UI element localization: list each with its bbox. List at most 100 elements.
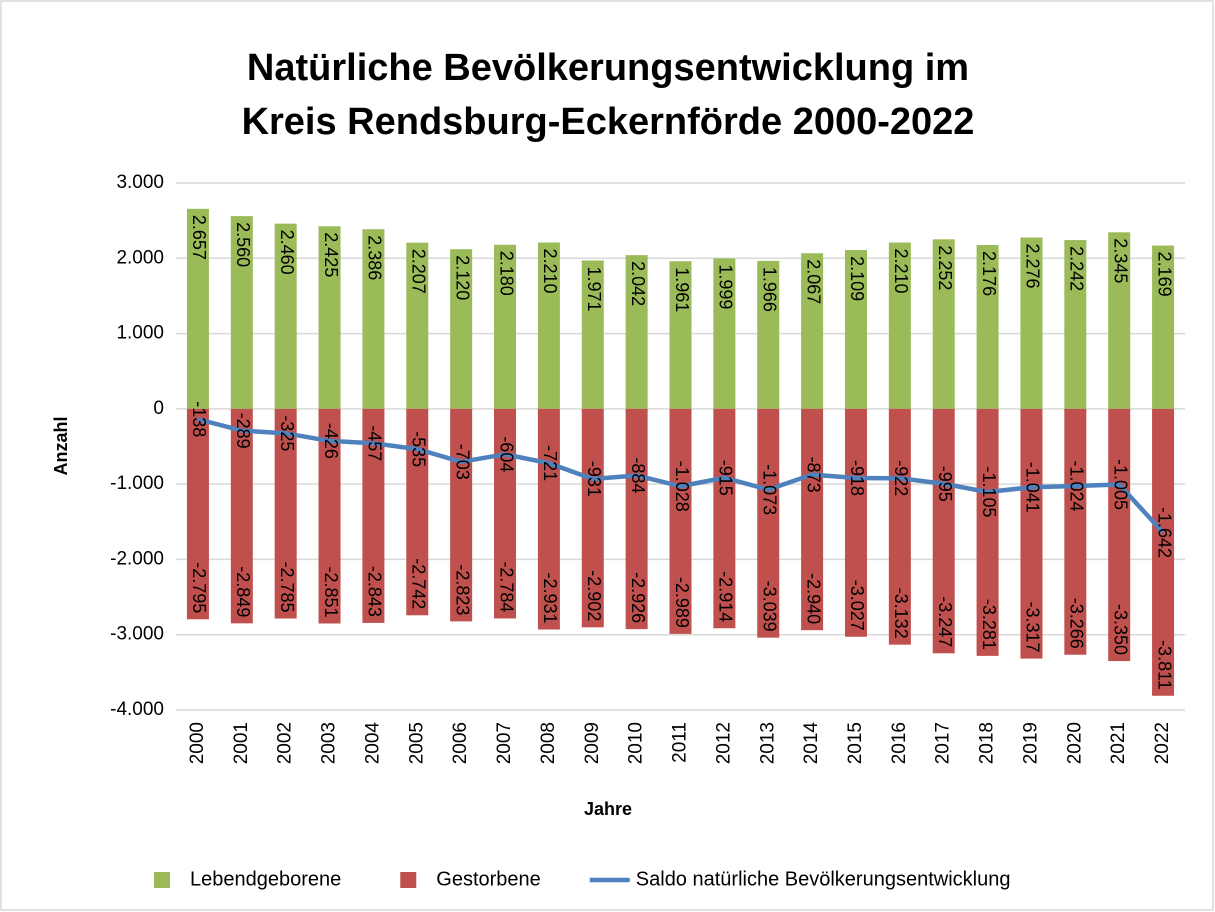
data-label: -922 xyxy=(891,460,911,496)
data-label: -3.317 xyxy=(1023,602,1043,653)
bar xyxy=(1064,240,1087,409)
data-label: -1.105 xyxy=(979,467,999,518)
x-tick-label: 2015 xyxy=(845,722,866,764)
data-label: -2.914 xyxy=(716,571,736,622)
bar xyxy=(1064,408,1087,655)
legend-swatch xyxy=(154,872,170,888)
data-label: -3.027 xyxy=(847,580,867,631)
line xyxy=(197,417,1165,534)
data-label: 2.169 xyxy=(1154,252,1174,297)
x-tick-label: 2008 xyxy=(538,722,559,764)
bar xyxy=(932,408,955,654)
data-label: 1.971 xyxy=(584,266,604,311)
x-tick-label: 2021 xyxy=(1108,722,1129,764)
data-label: -2.851 xyxy=(321,566,341,617)
data-label: -3.039 xyxy=(759,581,779,632)
data-label: 2.042 xyxy=(628,261,648,306)
bar xyxy=(230,408,253,624)
x-tick-label: 2013 xyxy=(757,722,778,764)
bar xyxy=(318,226,341,409)
data-label: -3.247 xyxy=(935,596,955,647)
y-tick-label: -4.000 xyxy=(110,699,164,720)
bar xyxy=(581,260,604,409)
data-label: -2.902 xyxy=(584,570,604,621)
y-tick-label: 0 xyxy=(153,398,164,419)
bar xyxy=(274,223,297,409)
x-tick-label: 2005 xyxy=(406,722,427,764)
x-tick-label: 2012 xyxy=(713,722,734,764)
data-label: -138 xyxy=(189,401,209,437)
chart-title: Natürliche Bevölkerungsentwicklung im xyxy=(247,47,969,89)
bar xyxy=(406,408,429,616)
data-label: -325 xyxy=(277,415,297,451)
legend-label: Gestorbene xyxy=(436,868,541,890)
bar xyxy=(1020,237,1043,409)
bar xyxy=(669,261,692,409)
data-label: -1.028 xyxy=(672,461,692,512)
data-label: 2.210 xyxy=(540,248,560,293)
data-label: 2.180 xyxy=(496,251,516,296)
bar xyxy=(537,242,560,409)
x-tick-label: 2019 xyxy=(1020,722,1041,764)
y-tick-label: -3.000 xyxy=(110,624,164,645)
x-tick-label: 2007 xyxy=(494,722,515,764)
data-label: 1.961 xyxy=(672,267,692,312)
data-label: -2.931 xyxy=(540,572,560,623)
data-label: -2.823 xyxy=(452,564,472,615)
data-label: -1.024 xyxy=(1067,460,1087,511)
x-tick-label: 2020 xyxy=(1064,722,1085,764)
data-label: -884 xyxy=(628,457,648,493)
bar xyxy=(713,408,736,629)
bar xyxy=(932,239,955,409)
data-label: -2.940 xyxy=(803,573,823,624)
data-label: -1.005 xyxy=(1110,459,1130,510)
bar xyxy=(581,408,604,628)
bar xyxy=(888,408,911,645)
bar xyxy=(976,245,999,409)
data-label: -2.843 xyxy=(365,566,385,617)
data-label: -289 xyxy=(233,413,253,449)
data-label: -604 xyxy=(496,436,516,472)
data-label: -3.266 xyxy=(1067,598,1087,649)
bar xyxy=(362,408,385,623)
data-label: -1.642 xyxy=(1154,507,1174,558)
data-label: 2.207 xyxy=(409,249,429,294)
data-label: -1.041 xyxy=(1023,462,1043,513)
data-label: -721 xyxy=(540,445,560,481)
bar xyxy=(450,249,473,409)
data-label: 2.242 xyxy=(1067,246,1087,291)
x-tick-label: 2014 xyxy=(801,722,822,765)
bar xyxy=(494,408,517,619)
bar xyxy=(362,229,385,409)
y-tick-label: -1.000 xyxy=(110,473,164,494)
data-label: 2.560 xyxy=(233,222,253,267)
bar xyxy=(186,408,209,620)
x-tick-label: 2004 xyxy=(362,722,383,765)
x-tick-label: 2003 xyxy=(319,722,340,764)
x-tick-label: 2016 xyxy=(889,722,910,764)
data-label: 2.386 xyxy=(365,235,385,280)
data-label: -873 xyxy=(803,457,823,493)
data-label: -457 xyxy=(365,425,385,461)
chart-title: Kreis Rendsburg-Eckernförde 2000-2022 xyxy=(242,101,975,143)
data-label: 1.999 xyxy=(716,264,736,309)
bar xyxy=(274,408,297,619)
data-label: -995 xyxy=(935,466,955,502)
bar xyxy=(801,253,824,409)
data-label: -931 xyxy=(584,461,604,497)
x-tick-label: 2001 xyxy=(231,722,252,764)
x-tick-label: 2022 xyxy=(1152,722,1173,764)
data-label: 2.345 xyxy=(1110,238,1130,283)
bar xyxy=(318,408,341,624)
legend-swatch xyxy=(400,872,417,888)
data-label: -1.073 xyxy=(759,464,779,515)
data-label: 1.966 xyxy=(759,267,779,312)
data-label: -2.742 xyxy=(409,558,429,609)
data-label: -3.281 xyxy=(979,599,999,650)
bar xyxy=(801,408,824,631)
data-label: 2.067 xyxy=(803,259,823,304)
data-label: 2.120 xyxy=(452,255,472,300)
data-label: -2.784 xyxy=(496,561,516,612)
y-tick-label: 2.000 xyxy=(116,247,164,268)
data-label: -3.132 xyxy=(891,588,911,639)
